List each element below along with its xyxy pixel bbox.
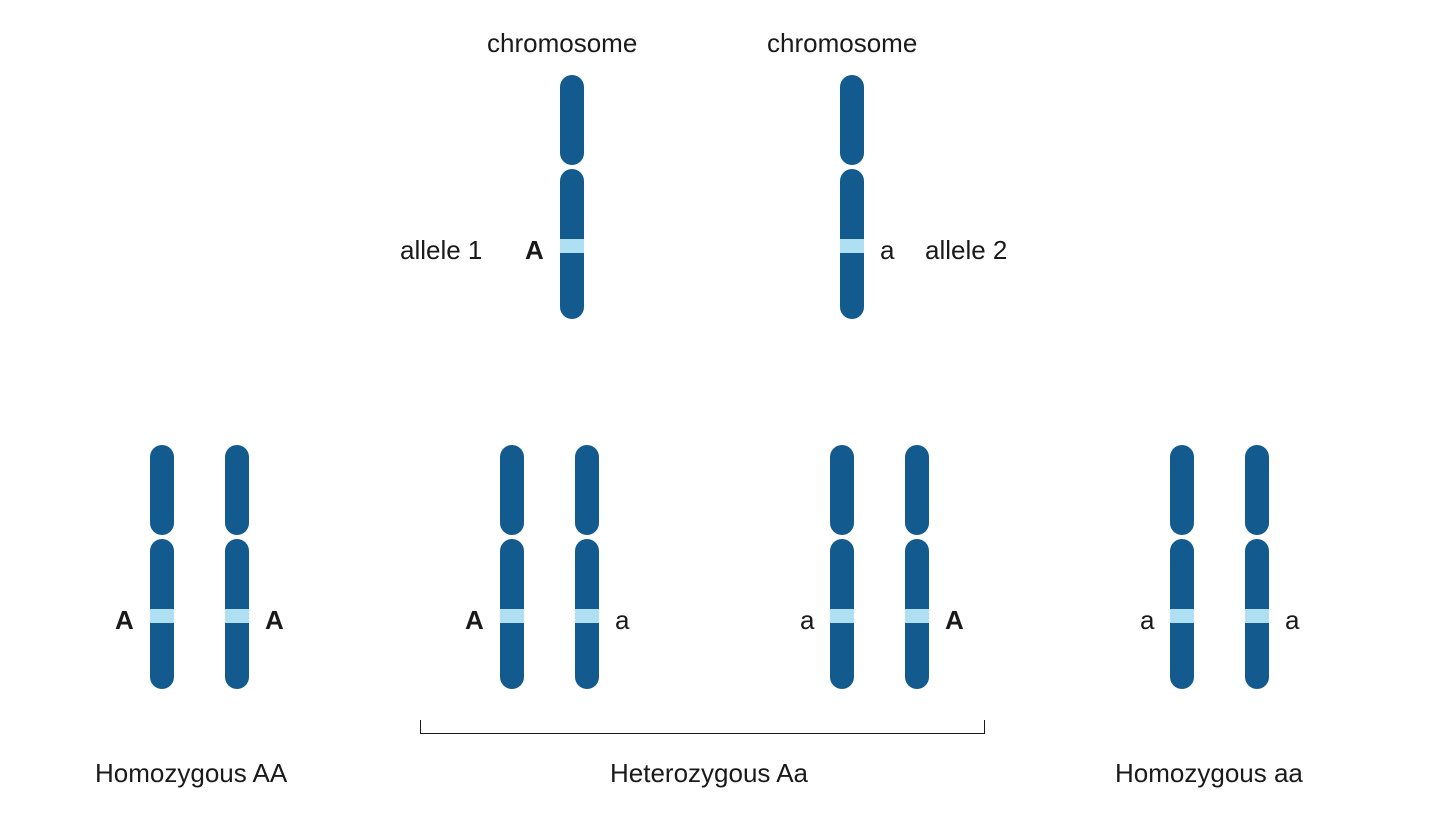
caption-homozygous-aa: Homozygous aa <box>1115 760 1303 786</box>
chromosome-aa-2 <box>1245 445 1269 689</box>
allele-letter-AA-1: A <box>115 607 134 633</box>
allele2-label: allele 2 <box>925 237 1007 263</box>
allele-letter-aa-2: a <box>1285 607 1299 633</box>
chromosome-Aa1-1 <box>500 445 524 689</box>
chromosome-short-arm <box>500 445 524 535</box>
chromosome-band <box>560 239 584 253</box>
chromosome-short-arm <box>1170 445 1194 535</box>
hetero-bracket <box>420 720 985 734</box>
allele-letter-Aa1-1: A <box>465 607 484 633</box>
chromosome-band <box>905 609 929 623</box>
top-chromosome-right <box>840 75 864 319</box>
chromosome-Aa1-2 <box>575 445 599 689</box>
chromosome-band <box>150 609 174 623</box>
top-chromosome-label-left: chromosome <box>487 30 637 56</box>
chromosome-band <box>225 609 249 623</box>
chromosome-aa-1 <box>1170 445 1194 689</box>
allele-letter-Aa2-2: A <box>945 607 964 633</box>
allele-letter-Aa2-1: a <box>800 607 814 633</box>
top-chromosome-label-right: chromosome <box>767 30 917 56</box>
allele-letter-aa-1: a <box>1140 607 1154 633</box>
chromosome-short-arm <box>830 445 854 535</box>
allele1-letter: A <box>525 237 544 263</box>
caption-homozygous-AA: Homozygous AA <box>95 760 287 786</box>
allele1-label: allele 1 <box>400 237 482 263</box>
chromosome-band <box>500 609 524 623</box>
caption-heterozygous-Aa: Heterozygous Aa <box>610 760 808 786</box>
chromosome-short-arm <box>150 445 174 535</box>
chromosome-short-arm <box>225 445 249 535</box>
chromosome-band <box>1170 609 1194 623</box>
chromosome-short-arm <box>840 75 864 165</box>
top-chromosome-left <box>560 75 584 319</box>
chromosome-short-arm <box>905 445 929 535</box>
chromosome-short-arm <box>575 445 599 535</box>
chromosome-AA-2 <box>225 445 249 689</box>
chromosome-AA-1 <box>150 445 174 689</box>
chromosome-band <box>575 609 599 623</box>
chromosome-band <box>830 609 854 623</box>
chromosome-band <box>1245 609 1269 623</box>
chromosome-short-arm <box>560 75 584 165</box>
chromosome-Aa2-1 <box>830 445 854 689</box>
chromosome-band <box>840 239 864 253</box>
allele-letter-AA-2: A <box>265 607 284 633</box>
chromosome-Aa2-2 <box>905 445 929 689</box>
allele-letter-Aa1-2: a <box>615 607 629 633</box>
allele2-letter: a <box>880 237 894 263</box>
chromosome-short-arm <box>1245 445 1269 535</box>
